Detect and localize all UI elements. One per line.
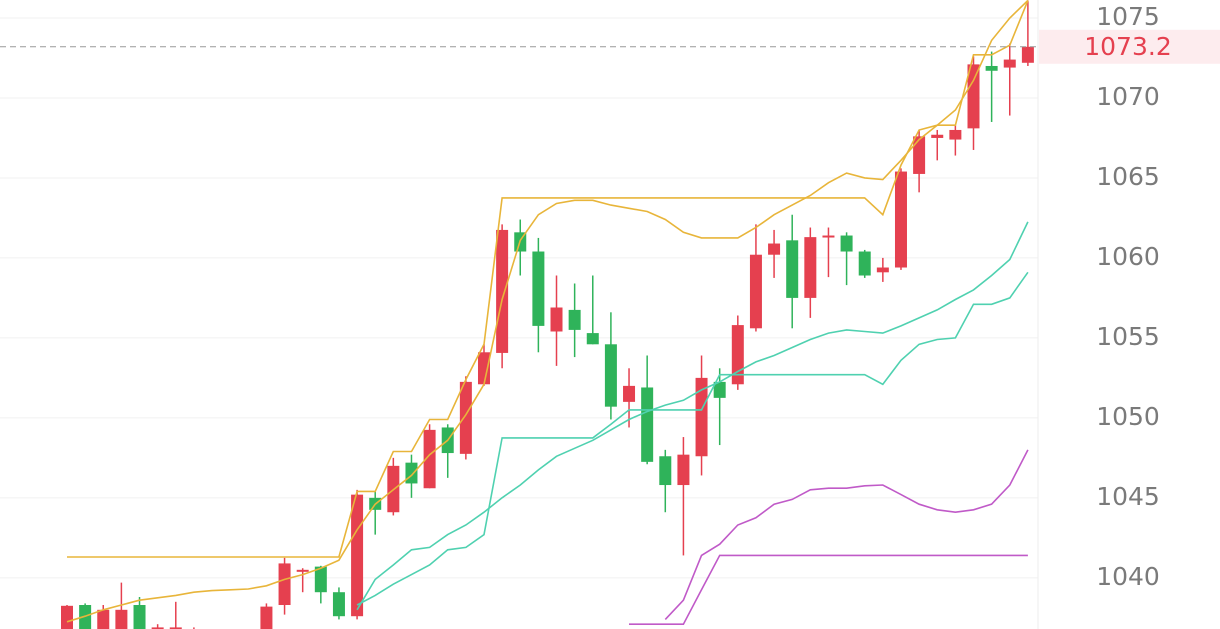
candle-body (822, 235, 835, 238)
candle-body (604, 344, 617, 407)
last-price-box (1039, 29, 1220, 64)
candle-body (332, 592, 345, 617)
y-tick-label: 1050 (1096, 402, 1160, 431)
y-tick-label: 1070 (1096, 82, 1160, 111)
candle-body (1003, 59, 1016, 68)
candle-body (351, 494, 364, 617)
candle-body (260, 606, 273, 629)
candle-body (151, 627, 164, 629)
y-tick-label: 1055 (1096, 322, 1160, 351)
indicator-line (67, 0, 1029, 558)
y-tick-label: 1065 (1096, 162, 1160, 191)
candles (61, 0, 1034, 629)
candle-body (623, 385, 636, 402)
candle-body (858, 251, 871, 276)
indicator-line (356, 271, 1029, 606)
candle-body (768, 243, 781, 255)
candle-body (894, 171, 907, 268)
candle-body (913, 136, 926, 174)
y-tick-label: 1075 (1096, 2, 1160, 31)
candle-body (133, 605, 146, 629)
candle-body (568, 309, 581, 330)
candle-body (314, 566, 327, 593)
last-price-label: 1073.2 (1084, 32, 1171, 61)
candle-body (985, 65, 998, 71)
candle-body (459, 381, 472, 454)
candle-body (405, 462, 418, 484)
candle-body (550, 307, 563, 332)
candle-body (278, 563, 291, 606)
indicator-lines (66, 0, 1029, 625)
indicator-line (66, 0, 1029, 623)
candle-body (532, 251, 545, 326)
candle-body (1021, 46, 1034, 63)
candle-body (659, 456, 672, 486)
candle-body (713, 381, 726, 398)
candle-body (477, 352, 490, 385)
indicator-line (664, 449, 1029, 620)
candle-body (496, 229, 509, 353)
candle-body (641, 387, 654, 462)
candle-body (115, 609, 128, 629)
candle-body (876, 267, 889, 273)
candle-body (677, 454, 690, 486)
candle-body (61, 605, 73, 629)
indicator-line (356, 221, 1029, 611)
candle-body (840, 235, 853, 252)
candle-body (423, 429, 436, 489)
grid (0, 17, 1038, 579)
candle-body (97, 609, 110, 629)
y-tick-label: 1060 (1096, 242, 1160, 271)
price-axis-area (1038, 0, 1220, 629)
candle-body (695, 377, 708, 457)
candle-body (804, 237, 817, 298)
candle-body (786, 240, 799, 298)
candle-body (296, 569, 309, 572)
candle-body (586, 333, 599, 345)
candle-body (967, 64, 980, 129)
indicator-line (629, 554, 1028, 625)
candle-body (931, 134, 944, 138)
candle-body (949, 129, 962, 140)
y-tick-label: 1040 (1096, 562, 1160, 591)
y-tick-label: 1045 (1096, 482, 1160, 511)
candle-body (169, 627, 182, 629)
candle-body (749, 254, 762, 329)
